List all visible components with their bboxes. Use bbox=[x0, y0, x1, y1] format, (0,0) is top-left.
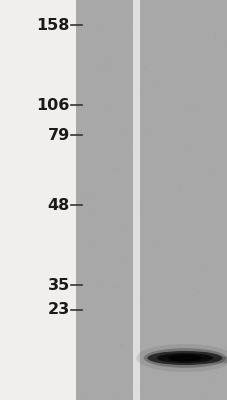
Text: 48: 48 bbox=[47, 198, 70, 212]
Bar bbox=[139, 0, 227, 400]
Text: 35: 35 bbox=[47, 278, 70, 292]
Bar bbox=[76, 0, 132, 400]
Bar bbox=[132, 0, 139, 400]
Text: 106: 106 bbox=[37, 98, 70, 112]
Text: 23: 23 bbox=[47, 302, 70, 318]
Ellipse shape bbox=[167, 354, 201, 362]
Ellipse shape bbox=[147, 351, 222, 365]
Ellipse shape bbox=[195, 356, 227, 364]
Text: 158: 158 bbox=[37, 18, 70, 32]
Ellipse shape bbox=[156, 353, 212, 363]
Text: 79: 79 bbox=[47, 128, 70, 142]
Ellipse shape bbox=[136, 344, 227, 372]
Ellipse shape bbox=[143, 348, 225, 368]
